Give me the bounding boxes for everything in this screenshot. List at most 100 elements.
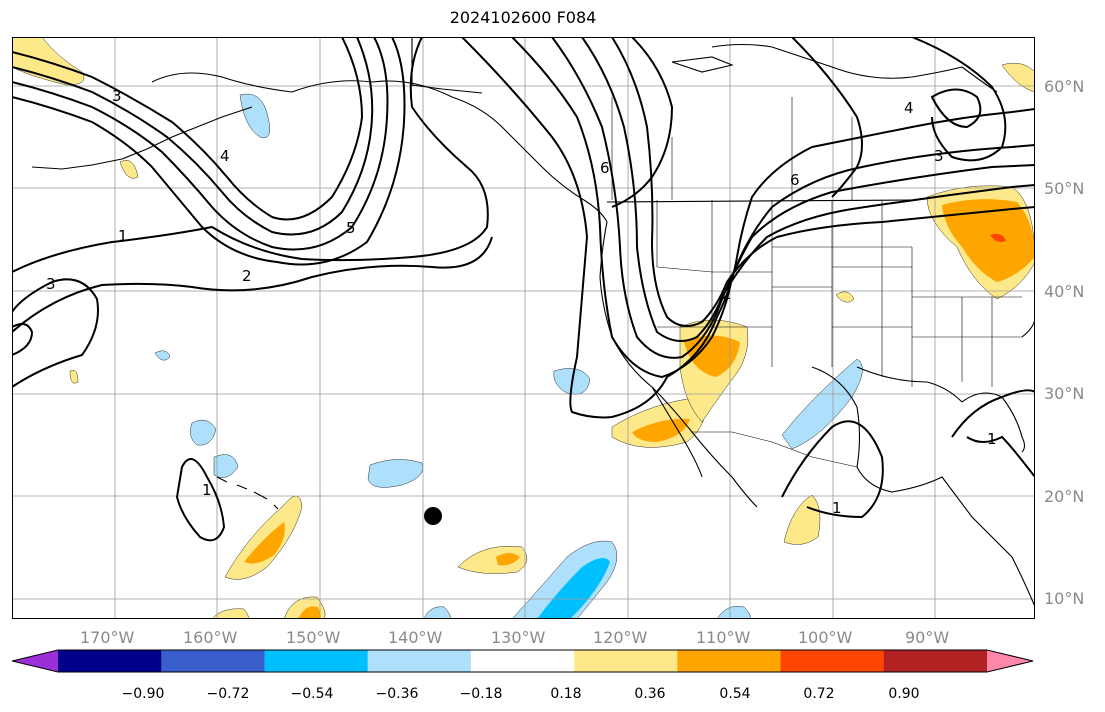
colorbar-tick-label: −0.72 xyxy=(207,686,250,702)
us-canada-border xyxy=(606,199,913,203)
contour-trough-3 xyxy=(551,37,1035,359)
lat-tick-label: 60°N xyxy=(1044,77,1084,96)
yellow-patch-ne xyxy=(1001,62,1035,93)
hudson-coast xyxy=(711,43,998,93)
colorbar-segment xyxy=(161,650,265,672)
colorbar-tick-label: 0.90 xyxy=(888,686,919,702)
colorbar-extend-min xyxy=(12,650,58,672)
florida xyxy=(961,392,1026,453)
colorbar-outline xyxy=(12,649,1034,673)
lon-tick-label: 160°W xyxy=(183,628,238,647)
contour-east-loop-2 xyxy=(930,88,982,129)
baja-peninsula xyxy=(651,386,703,478)
state-lines-central xyxy=(832,200,1022,387)
orange-patch-south-b xyxy=(298,606,321,619)
colorbar-tick-label: −0.36 xyxy=(376,686,419,702)
yellow-patch-small-b xyxy=(69,369,79,384)
mexico-east-coast xyxy=(811,366,1035,608)
canada-provinces xyxy=(611,97,853,200)
contour-label: 3 xyxy=(46,275,56,293)
blue-patch-tropical-outer xyxy=(511,540,618,619)
orange-patch-southwest xyxy=(684,335,740,377)
hawaii-isles xyxy=(216,476,279,510)
orange-patch-baja xyxy=(632,418,690,442)
yellow-patch-small-a xyxy=(119,160,139,179)
west-coast xyxy=(599,221,758,508)
contour-label: 1 xyxy=(118,227,128,245)
contours xyxy=(12,37,1035,542)
contour-east-gulf xyxy=(951,389,1035,438)
colorbar: −0.90 −0.72 −0.54 −0.36 −0.18 0.18 0.36 … xyxy=(12,649,1034,702)
lon-tick-label: 100°W xyxy=(798,628,853,647)
aleutian-chain xyxy=(31,106,253,170)
orange-patch-greatlakes xyxy=(942,199,1035,282)
orange-patch-subtropic xyxy=(496,553,520,566)
contour-label: 3 xyxy=(934,147,944,165)
colorbar-segments xyxy=(12,649,1034,673)
lon-tick-label: 170°W xyxy=(80,628,135,647)
yellow-patch-tx xyxy=(835,291,855,303)
blue-patch-c xyxy=(213,454,239,478)
arctic-coast xyxy=(411,37,483,94)
alaska-coast xyxy=(151,72,608,223)
map-background xyxy=(12,37,1035,619)
colorbar-tick-label: 0.54 xyxy=(719,686,750,702)
red-spot-greatlakes xyxy=(990,233,1006,243)
contour-label: 5 xyxy=(346,219,356,237)
colorbar-segment xyxy=(367,650,472,672)
blue-patch-d xyxy=(367,459,423,488)
lat-tick-label: 40°N xyxy=(1044,282,1084,301)
contour-north-pacific-3 xyxy=(12,37,389,251)
map-panel: 1 2 3 3 4 5 6 1 1 1 2 6 3 4 xyxy=(12,37,1035,619)
blue-patch-mexico xyxy=(781,358,863,450)
contour-label: 2 xyxy=(722,285,732,303)
blue-patch-g xyxy=(716,606,751,619)
contour-label: 4 xyxy=(904,99,914,117)
lat-tick-label: 30°N xyxy=(1044,384,1084,403)
contour-trough-2 xyxy=(511,37,1035,379)
contour-hawaii-loop xyxy=(175,458,226,542)
colorbar-segment xyxy=(264,650,369,672)
gulf-coast xyxy=(856,366,963,403)
colorbar-extend-max xyxy=(987,650,1033,672)
us-mexico-border xyxy=(692,431,858,468)
blue-patch-aleutian xyxy=(239,93,270,138)
lon-tick-label: 90°W xyxy=(905,628,949,647)
colorbar-tick-labels: −0.90 −0.72 −0.54 −0.36 −0.18 0.18 0.36 … xyxy=(122,686,920,702)
plot-title: 2024102600 F084 xyxy=(449,8,597,27)
colorbar-tick-label: 0.36 xyxy=(634,686,665,702)
contour-ridge-1 xyxy=(12,37,489,273)
contour-north-pacific xyxy=(12,37,364,221)
lat-tick-label: 10°N xyxy=(1044,589,1084,608)
contour-labels: 1 2 3 3 4 5 6 1 1 1 2 6 3 4 xyxy=(46,87,997,517)
lon-tick-label: 150°W xyxy=(286,628,341,647)
colorbar-segment xyxy=(574,650,678,672)
blue-patch-tropical-inner xyxy=(537,558,610,619)
contour-west-ridge-canada xyxy=(611,37,674,208)
lat-tick-label: 50°N xyxy=(1044,179,1084,198)
yellow-patch-hawaii xyxy=(224,495,303,580)
colorbar-tick-label: −0.90 xyxy=(122,686,165,702)
lat-tick-label: 20°N xyxy=(1044,487,1084,506)
blue-patch-b xyxy=(190,419,217,446)
contour-label: 3 xyxy=(112,87,122,105)
contour-east-gulf-2 xyxy=(966,435,1035,478)
contour-north-pacific-2 xyxy=(12,37,374,236)
colorbar-segment xyxy=(677,650,782,672)
contour-trough-4 xyxy=(581,37,1035,342)
orange-patch-hawaii xyxy=(244,522,285,564)
contour-mexico xyxy=(781,420,884,519)
colorbar-segment xyxy=(780,650,885,672)
colorbar-segment xyxy=(470,650,575,672)
storm-position-marker xyxy=(424,507,442,525)
coastlines xyxy=(31,37,1035,608)
contour-north-pacific-4 xyxy=(12,37,406,266)
contour-trough-5 xyxy=(611,37,1035,327)
colorbar-segment xyxy=(883,650,988,672)
blue-patch-small-a xyxy=(154,350,171,361)
colorbar-tick-label: 0.72 xyxy=(803,686,834,702)
contour-label: 1 xyxy=(987,430,997,448)
blue-patch-f xyxy=(423,606,451,619)
state-lines-west xyxy=(656,200,912,367)
map-frame xyxy=(12,37,1035,619)
